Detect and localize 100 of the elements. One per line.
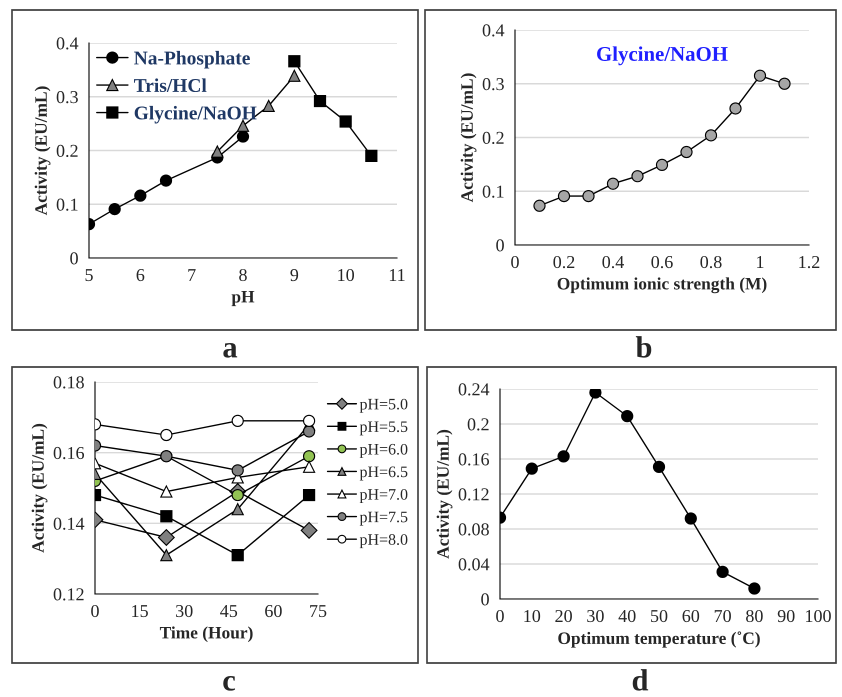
point [582,190,595,202]
point [557,450,570,462]
x-tick-label: 10 [338,268,354,282]
y-tick-label: 0 [496,239,504,252]
text: a [223,343,238,358]
point [300,522,318,539]
point [704,129,718,142]
x-tick-label: 9 [290,268,298,282]
point [340,115,352,128]
point [211,145,224,158]
y-tick-label: 0.24 [458,383,490,396]
y-tick-label: 0.2 [482,132,504,144]
y-tick-label: 0.08 [458,523,489,536]
x-axis-title: Time (Hour) [160,626,253,642]
x-tick-label: 0 [91,604,99,618]
x-tick-label: 60 [682,610,700,622]
y-axis-title: Activity (EU/mL) [436,430,452,559]
annotation: Glycine/NaOH [597,46,728,66]
point [314,94,326,108]
point [680,146,693,158]
x-tick-label: 10 [524,610,540,622]
x-tick-label: 0 [511,256,519,268]
text: b [636,336,652,358]
y-tick-label: 0.2 [468,418,489,431]
point [365,150,378,162]
x-axis-title: Optimum temperature (˚C) [558,631,760,648]
point [288,55,300,68]
x-tick-label: 100 [806,610,831,622]
point [652,460,666,473]
x-tick-label: 50 [651,610,668,622]
y-axis-title: Activity (EU/mL) [460,73,476,202]
text: d [632,669,648,691]
y-tick-label: 0.18 [54,376,84,389]
x-tick-label: 1 [757,256,764,268]
x-tick-label: 75 [310,605,326,618]
x-axis-title: Optimum ionic strength (M) [558,277,766,294]
x-tick-label: 6 [136,268,144,282]
x-tick-label: 7 [188,269,196,281]
point [754,70,766,82]
point [232,503,244,516]
x-tick-label: 0.2 [553,256,574,268]
x-tick-label: 40 [618,610,636,622]
y-tick-label: 0.12 [54,588,84,601]
legend-label: pH=8.0 [360,534,408,548]
point [778,78,791,90]
y-tick-label: 0.4 [56,37,78,50]
x-tick-label: 0.8 [700,256,722,268]
y-tick-label: 0.1 [56,198,78,211]
x-tick-label: 0.6 [651,256,673,268]
x-tick-label: 1.2 [799,256,820,268]
y-tick-label: 0.12 [458,488,489,501]
x-tick-label: 20 [555,610,572,622]
x-tick-label: 80 [746,610,763,622]
y-tick-label: 0.3 [482,78,504,90]
x-tick-label: 15 [132,605,148,618]
y-tick-label: 0.4 [482,24,504,37]
point [302,460,316,473]
point [232,414,244,427]
text: c [223,676,236,691]
legend-label: pH=6.5 [360,466,408,480]
x-tick-label: 30 [176,604,193,618]
x-axis-title: pH [232,291,254,306]
point [160,174,172,187]
point [236,130,250,143]
x-tick-label: 0.4 [602,256,624,268]
y-tick-label: 0.16 [458,453,490,466]
x-tick-label: 45 [220,605,238,618]
legend-label: pH=7.5 [360,512,408,526]
y-tick-label: 0.14 [54,518,84,530]
legend-label: Glycine/NaOH [134,106,257,124]
point [232,464,244,476]
x-tick-label: 70 [714,610,731,622]
point [302,488,316,502]
point [748,582,761,595]
point [656,158,668,172]
legend-label: Na-Phosphate [134,50,250,69]
x-tick-label: 11 [390,269,405,281]
x-tick-label: 60 [265,604,282,618]
legend-label: pH=6.0 [360,444,408,458]
x-tick-label: 8 [239,268,247,282]
y-tick-label: 0.16 [54,446,84,460]
point [716,566,729,578]
point [302,425,316,438]
point [232,549,244,562]
point [108,202,121,216]
x-tick-label: 5 [86,269,93,282]
point [558,190,570,202]
point [533,200,546,212]
point [232,488,244,502]
point [302,450,316,462]
legend-label: Tris/HCl [134,78,206,92]
x-tick-label: 90 [778,610,795,622]
point [526,462,538,475]
point [631,170,644,182]
legend-label: pH=5.5 [360,421,408,436]
point [606,178,620,190]
y-tick-label: 0.3 [56,91,78,104]
legend-label: pH=5.0 [360,398,408,413]
y-axis-title: Activity (EU/mL) [32,424,48,553]
point [134,190,146,202]
